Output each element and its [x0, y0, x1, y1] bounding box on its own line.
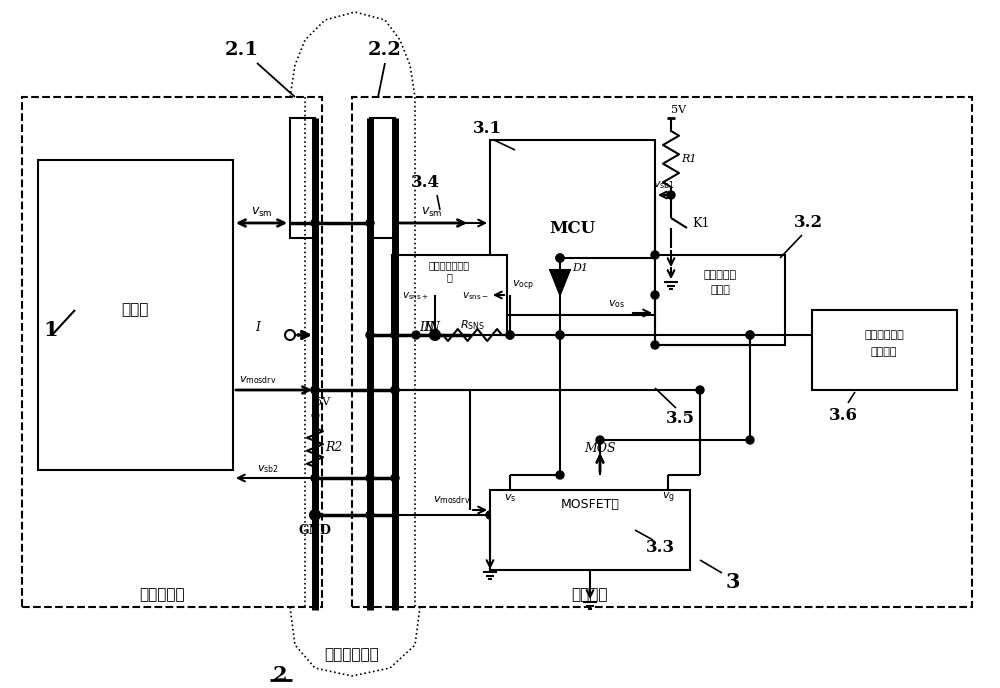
Text: IN: IN: [424, 321, 440, 334]
Text: 3: 3: [726, 572, 740, 592]
Bar: [290, 118, 315, 238]
Polygon shape: [550, 270, 570, 295]
Text: $v_{\rm sb1}$: $v_{\rm sb1}$: [653, 179, 675, 191]
Text: MOS: MOS: [584, 442, 616, 455]
Text: 3.2: 3.2: [793, 213, 823, 230]
Circle shape: [311, 219, 319, 227]
Circle shape: [311, 511, 319, 519]
Text: 5V: 5V: [671, 105, 686, 115]
Circle shape: [366, 511, 374, 519]
Circle shape: [696, 386, 704, 394]
Circle shape: [506, 331, 514, 339]
Text: 3.5: 3.5: [666, 409, 694, 427]
Circle shape: [556, 254, 564, 262]
Bar: [370, 118, 395, 238]
Circle shape: [506, 331, 514, 339]
Text: $v_{\rm g}$: $v_{\rm g}$: [662, 491, 674, 505]
Bar: [655, 255, 785, 345]
Text: $v_{\rm os}$: $v_{\rm os}$: [608, 298, 625, 310]
Text: R1: R1: [681, 154, 696, 164]
Circle shape: [556, 471, 564, 479]
Text: 2.1: 2.1: [225, 41, 259, 59]
Bar: [392, 255, 507, 335]
Text: 控制器: 控制器: [121, 303, 149, 317]
Text: $v_{\rm sm}$: $v_{\rm sm}$: [251, 206, 273, 219]
Circle shape: [486, 511, 494, 519]
Text: MCU: MCU: [549, 219, 595, 237]
Text: 控制器模块: 控制器模块: [139, 588, 185, 603]
Text: R2: R2: [325, 441, 342, 454]
Text: 测模块: 测模块: [710, 285, 730, 295]
Text: 2.2: 2.2: [368, 41, 402, 59]
Text: 3.6: 3.6: [828, 407, 858, 424]
Text: I: I: [256, 321, 261, 334]
Text: $v_{\rm s}$: $v_{\rm s}$: [504, 492, 516, 504]
Circle shape: [391, 474, 399, 482]
Circle shape: [667, 191, 675, 199]
Text: 输出电压监: 输出电压监: [703, 270, 737, 280]
Text: $v_{\rm ocp}$: $v_{\rm ocp}$: [512, 279, 534, 293]
Text: 输入电流监测模: 输入电流监测模: [428, 260, 470, 270]
Circle shape: [431, 331, 439, 339]
Text: 现场测试总线: 现场测试总线: [325, 647, 379, 663]
Text: 3.1: 3.1: [473, 120, 502, 136]
Circle shape: [556, 254, 564, 262]
Text: MOSFET管: MOSFET管: [561, 499, 619, 511]
Text: K1: K1: [692, 217, 710, 230]
Text: 2: 2: [273, 665, 287, 685]
Bar: [812, 310, 957, 390]
Text: $v_{\rm sm}$: $v_{\rm sm}$: [421, 206, 443, 219]
Circle shape: [311, 386, 319, 394]
Text: 5V: 5V: [315, 397, 330, 407]
Bar: [38, 160, 233, 470]
Circle shape: [391, 331, 399, 339]
Circle shape: [746, 436, 754, 444]
Bar: [22, 97, 322, 607]
Circle shape: [556, 331, 564, 339]
Circle shape: [431, 331, 439, 339]
Text: 功能模块: 功能模块: [871, 347, 897, 357]
Text: 3.3: 3.3: [645, 539, 675, 557]
Circle shape: [311, 474, 319, 482]
Text: 3.4: 3.4: [411, 173, 440, 191]
Text: $R_{\rm SNS}$: $R_{\rm SNS}$: [460, 318, 485, 332]
Bar: [352, 97, 972, 607]
Text: GND: GND: [299, 524, 331, 537]
Circle shape: [556, 331, 564, 339]
Text: $v_{\rm mosdrv}$: $v_{\rm mosdrv}$: [433, 494, 471, 506]
Circle shape: [366, 331, 374, 339]
Circle shape: [596, 436, 604, 444]
Text: $v_{\rm sb2}$: $v_{\rm sb2}$: [257, 463, 279, 475]
Text: $v_{\rm mosdrv}$: $v_{\rm mosdrv}$: [239, 374, 277, 386]
Text: 1: 1: [43, 320, 58, 340]
Text: 功能模块: 功能模块: [572, 588, 608, 603]
Text: IN: IN: [419, 321, 435, 334]
Circle shape: [651, 341, 659, 349]
Circle shape: [651, 251, 659, 259]
Circle shape: [391, 386, 399, 394]
Text: $v_{\rm sns-}$: $v_{\rm sns-}$: [462, 290, 490, 302]
Circle shape: [311, 386, 319, 394]
Text: 现场测试总线: 现场测试总线: [864, 330, 904, 340]
Circle shape: [746, 331, 754, 339]
Text: $v_{\rm sns+}$: $v_{\rm sns+}$: [402, 290, 430, 302]
Bar: [490, 490, 690, 570]
Circle shape: [366, 474, 374, 482]
Text: 块: 块: [446, 272, 452, 282]
Circle shape: [412, 331, 420, 339]
Circle shape: [651, 291, 659, 299]
Text: D1: D1: [572, 263, 588, 273]
Circle shape: [391, 386, 399, 394]
Circle shape: [746, 331, 754, 339]
Bar: [490, 140, 655, 315]
Circle shape: [366, 219, 374, 227]
